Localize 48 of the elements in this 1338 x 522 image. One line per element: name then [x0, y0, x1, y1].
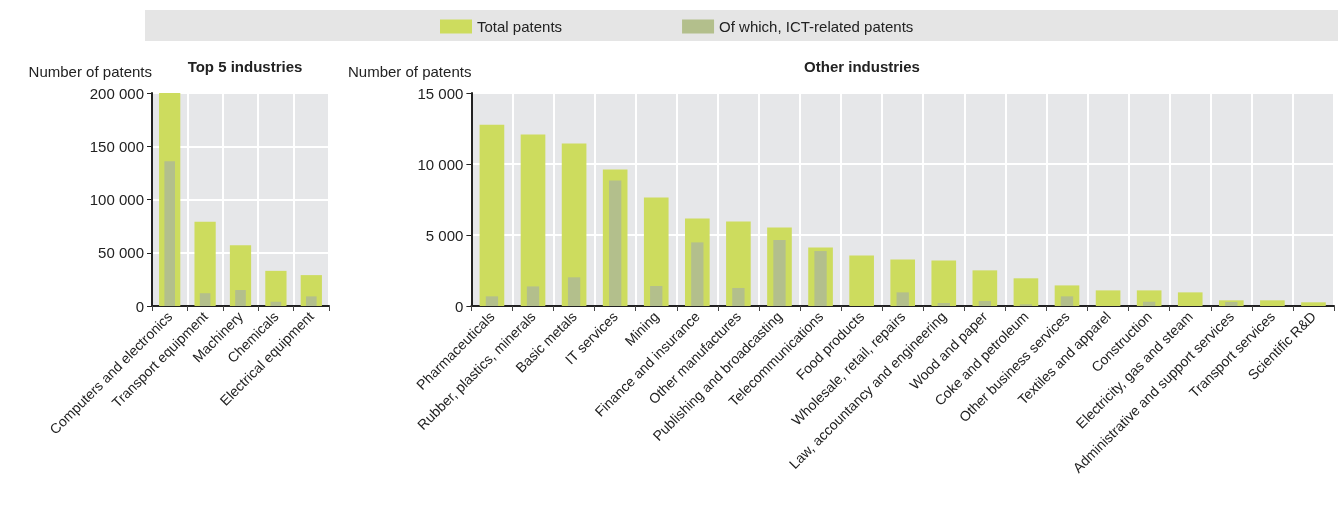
bar [937, 303, 950, 306]
y-tick-label: 15 000 [417, 84, 464, 102]
y-tick-label: 0 [135, 297, 144, 315]
bar [1095, 290, 1121, 306]
bar [896, 292, 909, 306]
y-tick-label: 200 000 [89, 84, 144, 102]
bar [265, 270, 287, 306]
bar [972, 270, 998, 306]
legend-label: Total patents [477, 18, 563, 35]
bar [485, 296, 499, 306]
bar [561, 143, 587, 306]
y-tick-label: 100 000 [89, 191, 144, 208]
bar [814, 251, 827, 306]
bar [773, 240, 786, 306]
chart-title: Other industries [804, 58, 920, 75]
bar [479, 124, 505, 306]
bar [164, 161, 176, 306]
bar [650, 285, 663, 306]
chart-title: Top 5 industries [187, 58, 303, 75]
bar [235, 290, 246, 306]
bar [1143, 301, 1156, 306]
bar [732, 287, 745, 306]
y-axis-title: Number of patents [28, 63, 152, 80]
bar [1177, 292, 1203, 306]
bar [1060, 296, 1074, 306]
bar [199, 293, 211, 306]
bar [1260, 300, 1285, 306]
bar [1301, 302, 1326, 306]
y-tick-label: 5 000 [425, 226, 464, 244]
bar [643, 197, 669, 306]
bar [978, 301, 992, 306]
bar [520, 134, 546, 306]
bar [1013, 278, 1039, 306]
bar [567, 277, 581, 306]
y-axis-title: Number of patents [347, 63, 472, 80]
bar [1225, 302, 1238, 306]
y-tick-label: 150 000 [89, 137, 144, 155]
y-tick-label: 10 000 [417, 155, 464, 173]
bar [526, 286, 540, 306]
legend-label: Of which, ICT-related patents [719, 18, 914, 35]
bar [609, 180, 622, 306]
bar [194, 221, 216, 306]
y-tick-label: 50 000 [98, 244, 144, 262]
bar [305, 296, 317, 306]
bar [931, 260, 957, 306]
bar [691, 242, 704, 306]
y-tick-label: 0 [455, 297, 464, 315]
bar [849, 255, 874, 306]
